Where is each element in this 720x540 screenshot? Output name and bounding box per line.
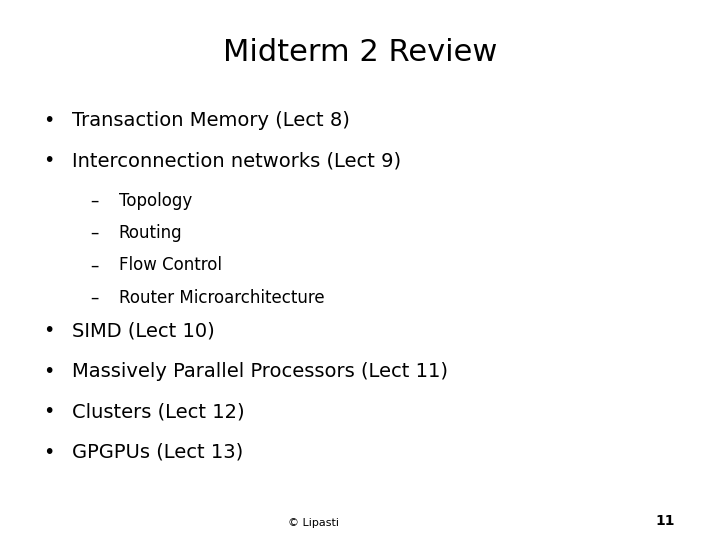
Text: Topology: Topology — [119, 192, 192, 210]
Text: Router Microarchitecture: Router Microarchitecture — [119, 289, 325, 307]
Text: Interconnection networks (Lect 9): Interconnection networks (Lect 9) — [72, 151, 401, 170]
Text: © Lipasti: © Lipasti — [288, 518, 339, 528]
Text: •: • — [43, 402, 55, 421]
Text: GPGPUs (Lect 13): GPGPUs (Lect 13) — [72, 443, 243, 462]
Text: Routing: Routing — [119, 224, 182, 242]
Text: –: – — [90, 289, 99, 307]
Text: SIMD (Lect 10): SIMD (Lect 10) — [72, 321, 215, 340]
Text: •: • — [43, 111, 55, 130]
Text: Massively Parallel Processors (Lect 11): Massively Parallel Processors (Lect 11) — [72, 362, 448, 381]
Text: •: • — [43, 362, 55, 381]
Text: –: – — [90, 256, 99, 274]
Text: •: • — [43, 443, 55, 462]
Text: Clusters (Lect 12): Clusters (Lect 12) — [72, 402, 245, 421]
Text: –: – — [90, 192, 99, 210]
Text: Flow Control: Flow Control — [119, 256, 222, 274]
Text: •: • — [43, 151, 55, 170]
Text: •: • — [43, 321, 55, 340]
Text: Transaction Memory (Lect 8): Transaction Memory (Lect 8) — [72, 111, 350, 130]
Text: Midterm 2 Review: Midterm 2 Review — [222, 38, 498, 67]
Text: –: – — [90, 224, 99, 242]
Text: 11: 11 — [655, 514, 675, 528]
